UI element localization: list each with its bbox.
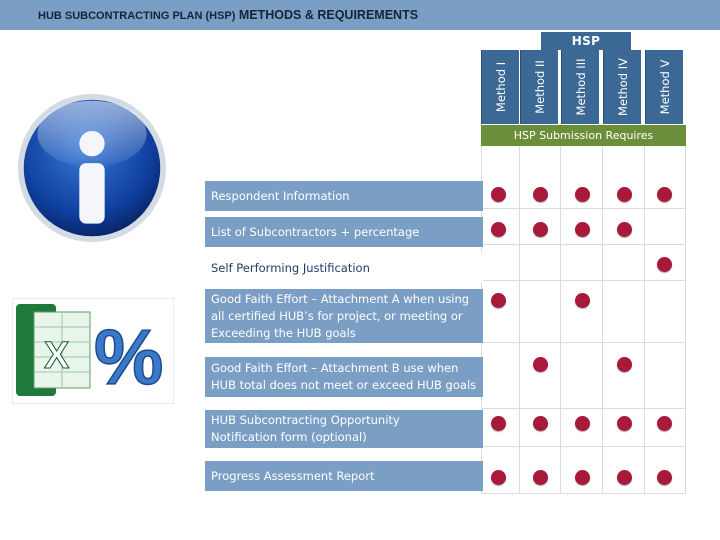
grid-line (481, 244, 686, 245)
row-label-line: Good Faith Effort – Attachment B use whe… (211, 361, 459, 375)
requirement-row-progress-report: Progress Assessment Report (205, 461, 483, 491)
method-label: Method IV (615, 57, 630, 117)
requirement-row-subcontractors: List of Subcontractors + percentage (205, 217, 483, 247)
row-label-line: Respondent Information (211, 188, 350, 203)
method-column-2: Method II (520, 50, 558, 124)
check-dot (574, 221, 590, 237)
check-dot (656, 415, 672, 431)
check-dot (490, 292, 506, 308)
check-dot (532, 415, 548, 431)
requirement-row-gfe-a: Good Faith Effort – Attachment A when us… (205, 289, 483, 343)
requirements-bar: HSP Submission Requires (481, 125, 686, 146)
check-dot (490, 469, 506, 485)
check-dot (616, 356, 632, 372)
grid-line (560, 146, 561, 494)
row-label-line: Exceeding the HUB goals (211, 325, 356, 340)
check-dot (532, 469, 548, 485)
check-dot (574, 469, 590, 485)
method-label: Method II (532, 60, 547, 114)
check-dot (656, 469, 672, 485)
check-dot (490, 186, 506, 202)
method-column-3: Method III (561, 50, 599, 124)
grid-line (481, 408, 686, 409)
grid-line (481, 342, 686, 343)
grid-line (644, 146, 645, 494)
grid-line (685, 146, 686, 494)
check-dot (532, 186, 548, 202)
method-label: Method V (657, 59, 672, 115)
row-label-line: HUB total does not meet or exceed HUB go… (211, 378, 477, 392)
grid-line (481, 280, 686, 281)
method-column-1: Method I (481, 50, 519, 124)
requirement-row-gfe-b: Good Faith Effort – Attachment B use whe… (205, 357, 483, 397)
row-label-line: Notification form (optional) (211, 430, 367, 444)
row-label-line: Good Faith Effort – Attachment A when us… (211, 291, 470, 306)
requirement-row-respondent-info: Respondent Information (205, 181, 483, 211)
method-label: Method I (493, 61, 508, 113)
grid-line (602, 146, 603, 494)
check-dot (490, 221, 506, 237)
row-label-line: Progress Assessment Report (211, 468, 375, 483)
grid-line (481, 493, 686, 494)
check-dot (490, 415, 506, 431)
method-label: Method III (573, 58, 588, 116)
grid-line (481, 446, 686, 447)
row-label-line: all certified HUB’s for project, or meet… (211, 308, 463, 323)
svg-text:%: % (94, 313, 163, 401)
check-dot (616, 469, 632, 485)
methods-header: HSP Methods (541, 32, 631, 66)
check-dot (532, 221, 548, 237)
grid-line (481, 208, 686, 209)
check-dot (574, 415, 590, 431)
check-dot (532, 356, 548, 372)
page-title: HUB SUBCONTRACTING PLAN (HSP) METHODS & … (38, 8, 418, 22)
excel-percent-icon: X % (12, 298, 174, 404)
check-dot (616, 415, 632, 431)
requirement-row-opportunity-notification: HUB Subcontracting Opportunity Notificat… (205, 410, 483, 448)
row-label-line: List of Subcontractors + percentage (211, 224, 420, 239)
row-label-line: Self Performing Justification (211, 260, 370, 275)
info-icon (17, 93, 167, 243)
row-label-line: HUB Subcontracting Opportunity (211, 413, 400, 427)
check-dot (616, 221, 632, 237)
check-dot (656, 186, 672, 202)
check-dot (574, 186, 590, 202)
requirement-row-self-performing: Self Performing Justification (205, 253, 483, 283)
method-column-4: Method IV (603, 50, 641, 124)
header-bar (0, 0, 720, 30)
method-column-5: Method V (645, 50, 683, 124)
page-title-main: HUB SUBCONTRACTING PLAN (HSP) (38, 10, 236, 22)
svg-text:X: X (44, 335, 70, 377)
check-dot (616, 186, 632, 202)
page-title-suffix: METHODS & REQUIREMENTS (238, 8, 419, 22)
check-dot (656, 256, 672, 272)
check-dot (574, 292, 590, 308)
grid-line (519, 146, 520, 494)
